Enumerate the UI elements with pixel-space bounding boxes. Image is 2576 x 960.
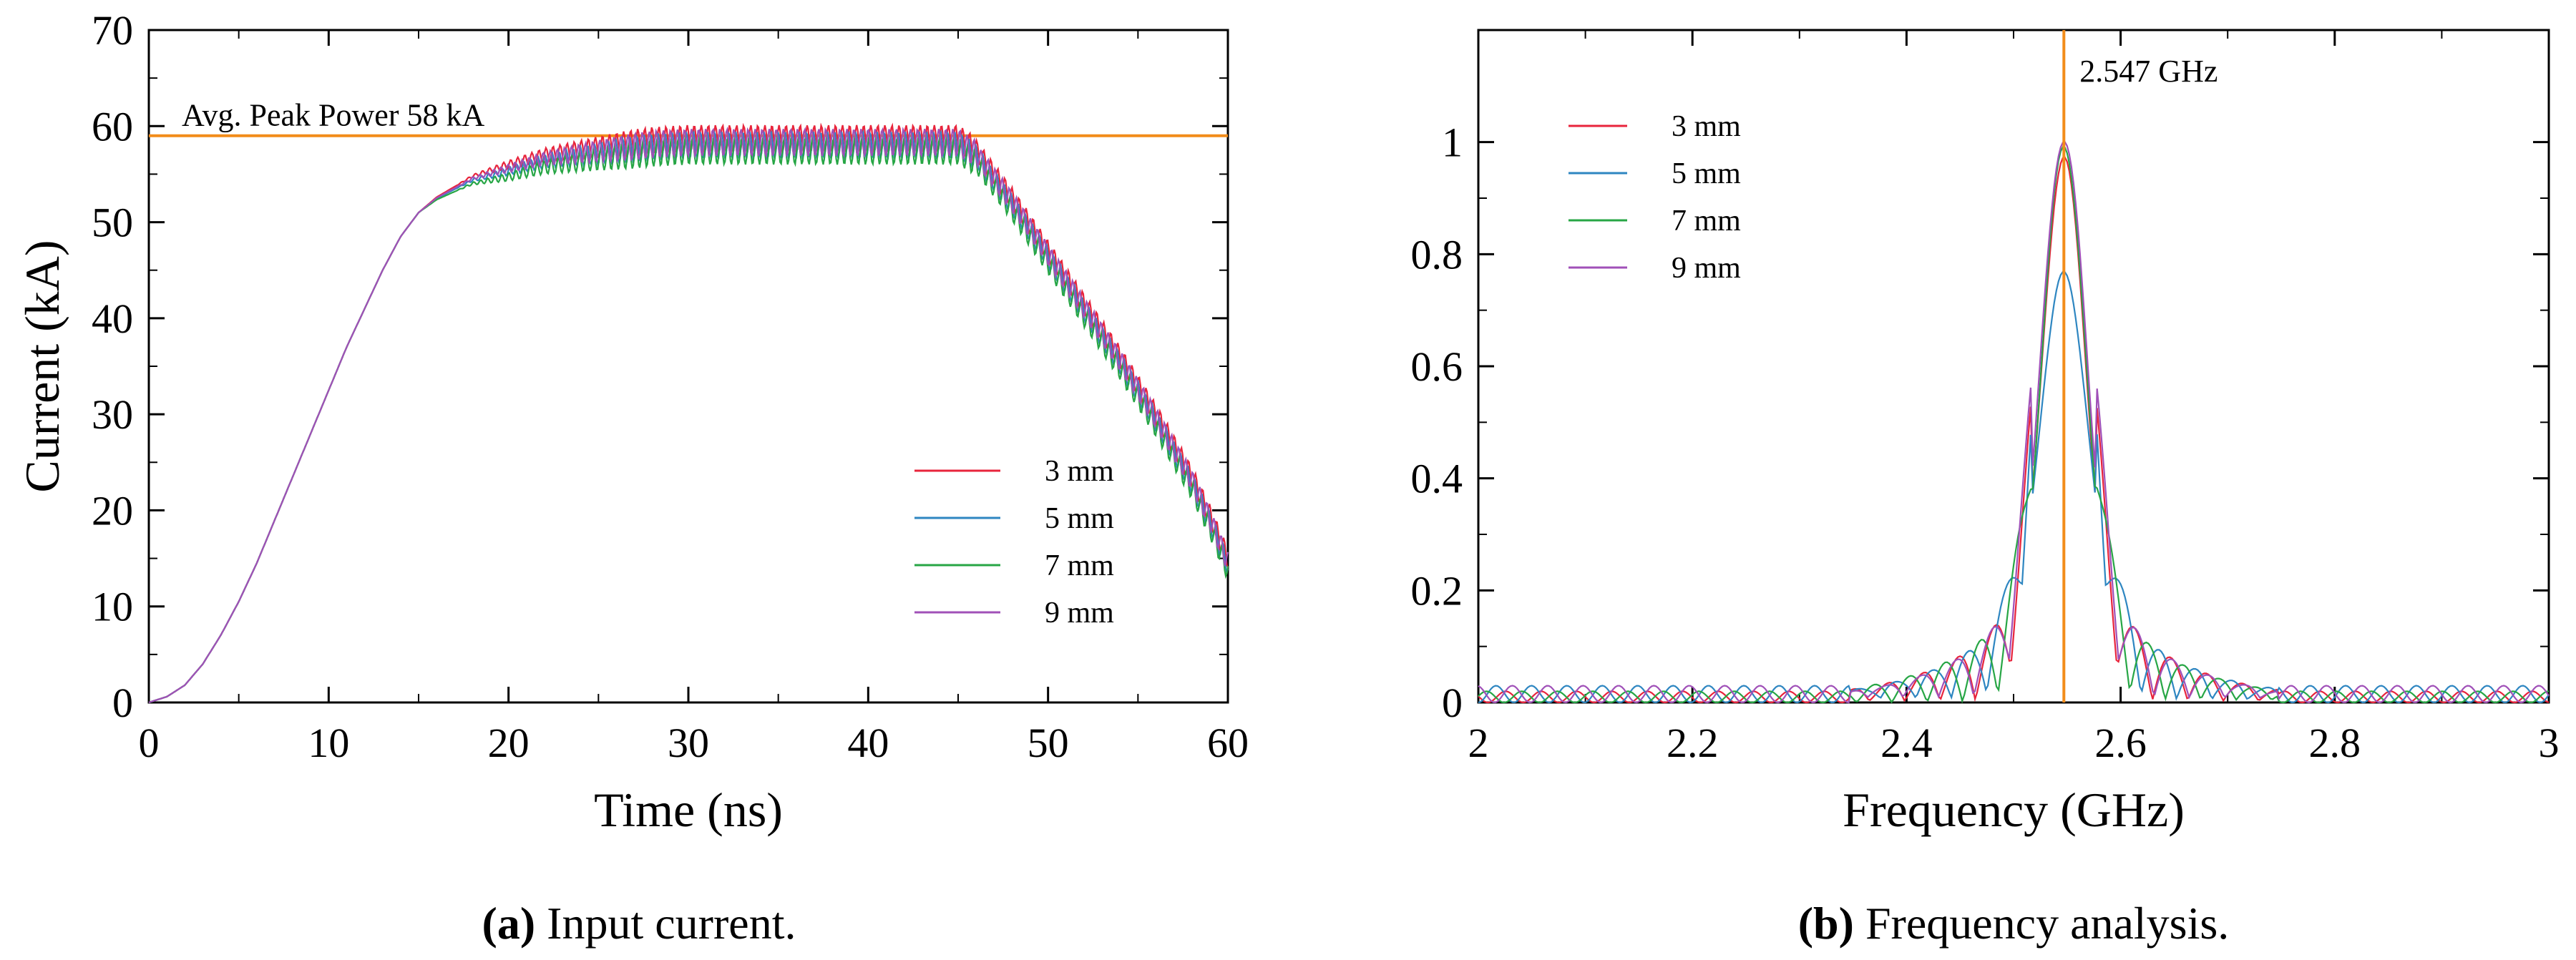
spectrum-line-7-mm [1478, 146, 2550, 704]
panel-b-x-axis-label: Frequency (GHz) [1843, 783, 2185, 837]
panel-a-y-axis-label: Current (kA) [15, 240, 69, 492]
legend-label: 7 mm [1672, 205, 1741, 237]
y-tick-label: 0.8 [1411, 231, 1463, 278]
y-tick-label: 20 [92, 487, 133, 534]
panel-b-legend: 3 mm 5 mm 7 mm 9 mm [1568, 110, 1741, 285]
legend-label: 5 mm [1672, 157, 1741, 190]
y-tick-label: 0.4 [1411, 456, 1463, 502]
x-tick-label: 0 [139, 720, 160, 766]
y-tick-label: 0.6 [1411, 343, 1463, 390]
panel-b-series [1478, 141, 2550, 704]
spectrum-line-5-mm [1478, 270, 2550, 704]
spectrum-line-9-mm [1478, 141, 2550, 704]
panel-b-letter-value: b [1813, 898, 1839, 949]
panel-a-series [148, 122, 1229, 704]
spectrum-line-3-mm [1478, 156, 2550, 704]
x-tick-label: 50 [1028, 720, 1069, 766]
x-tick-label: 10 [308, 720, 349, 766]
x-tick-label: 2.4 [1880, 720, 1933, 766]
panel-a-letter-value: a [497, 898, 520, 949]
panel-b-letter: (b) [1798, 898, 1854, 949]
panel-a-input-current: 0 10 20 30 40 50 60 0 10 20 30 40 50 60 70 Avg. Peak P… [15, 7, 1249, 949]
panel-a-legend: 3 mm 5 mm 7 mm 9 mm [914, 455, 1114, 630]
y-tick-label: 1 [1442, 119, 1463, 166]
panel-b-frequency-analysis: 2 2.2 2.4 2.6 2.8 3 0 0.2 0.4 0.6 0.8 1 2.547 GHz 3… [1411, 29, 2560, 949]
x-tick-label: 40 [847, 720, 889, 766]
panel-b-caption-text: Frequency analysis. [1854, 898, 2229, 949]
y-tick-label: 10 [92, 584, 133, 630]
y-tick-label: 40 [92, 295, 133, 342]
series-line-9-mm [148, 126, 1229, 704]
panel-b-reference-line: 2.547 GHz [2062, 30, 2218, 702]
panel-a-caption-text: Input current. [535, 898, 796, 949]
legend-label: 3 mm [1045, 455, 1114, 488]
y-tick-label: 50 [92, 200, 133, 246]
x-tick-label: 60 [1207, 720, 1249, 766]
x-tick-label: 2.8 [2309, 720, 2361, 766]
legend-label: 5 mm [1045, 502, 1114, 535]
panel-b-caption: (b) Frequency analysis. [1798, 898, 2230, 949]
panel-a-caption: (a) Input current. [482, 898, 796, 949]
x-tick-label: 3 [2539, 720, 2560, 766]
legend-label: 7 mm [1045, 549, 1114, 582]
x-tick-label: 2.2 [1667, 720, 1719, 766]
y-tick-label: 30 [92, 391, 133, 438]
x-tick-label: 2 [1468, 720, 1489, 766]
peak-frequency-label: 2.547 GHz [2079, 54, 2218, 89]
legend-label: 9 mm [1045, 597, 1114, 630]
panel-a-ticks: 0 10 20 30 40 50 60 0 10 20 30 40 50 60 70 [92, 7, 1249, 766]
y-tick-label: 0 [1442, 680, 1463, 726]
panel-a-x-axis-label: Time (ns) [594, 783, 783, 837]
avg-peak-power-label: Avg. Peak Power 58 kA [182, 98, 484, 133]
panel-a-letter: (a) [482, 898, 536, 949]
x-tick-label: 2.6 [2094, 720, 2147, 766]
y-tick-label: 60 [92, 103, 133, 150]
y-tick-label: 70 [92, 7, 133, 54]
legend-label: 3 mm [1672, 110, 1741, 143]
y-tick-label: 0.2 [1411, 567, 1463, 614]
legend-label: 9 mm [1672, 252, 1741, 285]
y-tick-label: 0 [112, 680, 133, 726]
x-tick-label: 20 [488, 720, 530, 766]
panel-b-ticks: 2 2.2 2.4 2.6 2.8 3 0 0.2 0.4 0.6 0.8 1 [1411, 30, 2560, 766]
x-tick-label: 30 [668, 720, 709, 766]
